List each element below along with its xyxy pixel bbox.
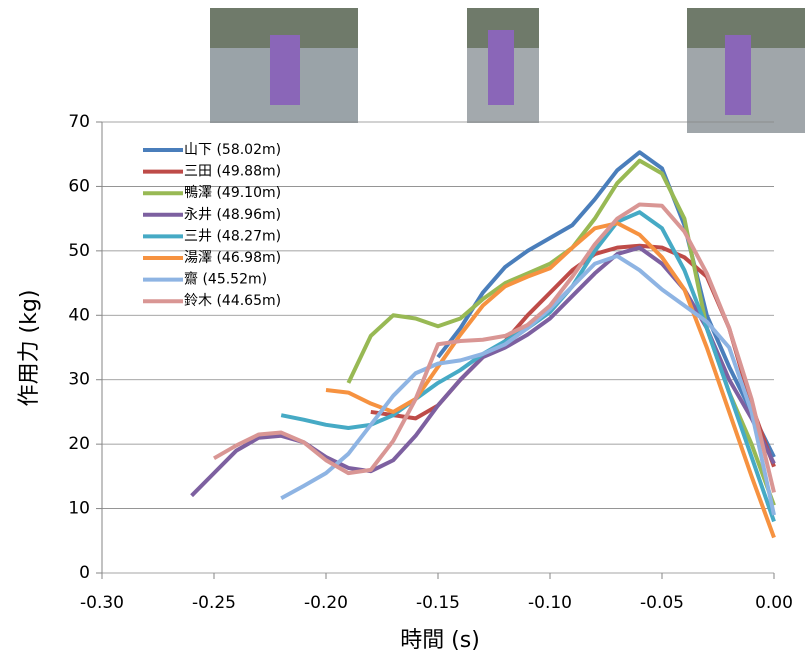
x-tick-label: -0.20	[304, 593, 348, 613]
y-tick-label: 40	[68, 305, 90, 325]
y-tick-label: 10	[68, 499, 90, 519]
series-line	[190, 245, 776, 498]
y-tick-label: 0	[79, 563, 90, 583]
series-line	[280, 254, 776, 516]
legend-label: 山下 (58.02m)	[184, 142, 281, 158]
x-tick-label: -0.05	[640, 593, 684, 613]
y-tick-label: 60	[68, 176, 90, 196]
series-line	[213, 202, 776, 493]
y-tick-label: 70	[68, 112, 90, 132]
series-line	[436, 150, 776, 458]
photo-detail	[488, 30, 514, 105]
x-tick-label: -0.15	[416, 593, 460, 613]
y-tick-label: 20	[68, 434, 90, 454]
photo-detail	[725, 35, 751, 115]
x-tick-label: 0.00	[755, 593, 793, 613]
x-tick-label: -0.30	[80, 593, 124, 613]
legend-label: 三井 (48.27m)	[184, 228, 281, 244]
legend-label: 三田 (49.88m)	[184, 164, 281, 180]
x-tick-label: -0.10	[528, 593, 572, 613]
y-axis-title: 作用力 (kg)	[17, 290, 42, 407]
legend-label: 湯澤 (46.98m)	[184, 249, 281, 266]
y-tick-label: 30	[68, 370, 90, 390]
y-tick-label: 50	[68, 241, 90, 261]
series-line	[325, 221, 776, 539]
legend-label: 永井 (48.96m)	[184, 207, 281, 223]
legend-label: 鈴木 (44.65m)	[184, 293, 281, 309]
legend-label: 鴨澤 (49.10m)	[184, 185, 281, 201]
legend-label: 齋 (45.52m)	[184, 271, 267, 288]
photo-detail	[270, 35, 300, 105]
x-axis-title: 時間 (s)	[400, 628, 480, 653]
x-tick-label: -0.25	[192, 593, 236, 613]
